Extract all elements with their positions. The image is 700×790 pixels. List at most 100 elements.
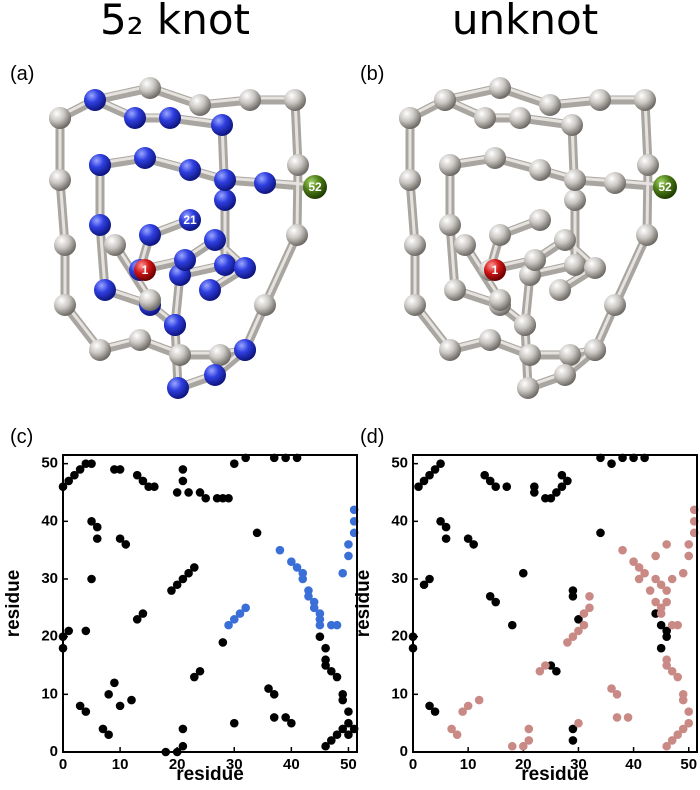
contact-point [640, 568, 649, 578]
contact-point [344, 730, 353, 739]
bead [524, 249, 546, 271]
contact-point [321, 741, 330, 751]
contact-point [127, 695, 136, 705]
lattice: 1 52 [399, 77, 677, 399]
contact-point [530, 488, 539, 497]
contact-point [269, 713, 279, 722]
bead [637, 154, 659, 176]
bead [179, 159, 201, 181]
contact-point [138, 609, 148, 618]
contact-point [563, 476, 572, 486]
contact-point [304, 591, 313, 601]
bead [564, 254, 586, 276]
contact-point [184, 568, 193, 578]
contact-point [344, 551, 353, 561]
y-tick-label: 30 [41, 570, 58, 587]
contact-point [298, 574, 308, 584]
y-tick-label: 20 [41, 628, 58, 645]
contact-point [138, 476, 148, 486]
bead-first [484, 259, 506, 281]
contact-point [673, 730, 682, 739]
contact-point [190, 672, 199, 682]
contact-point [474, 695, 484, 705]
bead [549, 279, 571, 301]
contact-point [552, 666, 561, 676]
bond-highlight [409, 84, 650, 349]
bead [399, 107, 421, 129]
bead [159, 107, 181, 129]
x-tick-label: 10 [460, 756, 477, 773]
bead [129, 329, 151, 351]
contact-point [414, 482, 423, 492]
contact-point [430, 707, 440, 716]
contact-point [684, 718, 694, 728]
contact-point [338, 724, 348, 734]
bead [564, 189, 586, 211]
bead [139, 77, 161, 99]
bead [439, 339, 461, 361]
contact-point [229, 615, 239, 624]
x-tick-label: 30 [570, 756, 587, 773]
bead [604, 172, 626, 194]
bead [94, 279, 116, 301]
contact-point [92, 522, 102, 532]
contact-point [535, 666, 545, 676]
contact-point [81, 626, 91, 636]
contact-point [115, 534, 125, 543]
bead [399, 169, 421, 191]
bead [124, 107, 146, 129]
bead [254, 294, 276, 316]
contact-point [585, 603, 594, 613]
bead [529, 159, 551, 181]
bead [84, 89, 106, 111]
bead [204, 229, 226, 251]
contact-point [651, 551, 660, 561]
x-tick-label: 40 [625, 756, 642, 773]
contact-point [518, 741, 528, 751]
y-tick-label: 40 [41, 512, 58, 529]
plot-frame [62, 454, 358, 753]
contact-point [338, 568, 348, 578]
bead [539, 94, 561, 116]
contact-point [332, 730, 342, 739]
x-tick-label: 10 [112, 756, 129, 773]
contact-point [662, 626, 671, 636]
contact-point [321, 655, 330, 665]
contact-point [678, 568, 688, 578]
contact-point [458, 707, 467, 716]
bead [439, 154, 461, 176]
bead [209, 344, 231, 366]
panel-label: (c) [10, 426, 33, 448]
contact-point [332, 672, 342, 682]
bead [509, 107, 531, 129]
bead [189, 94, 211, 116]
bead [134, 147, 156, 169]
contact-point [64, 626, 74, 636]
contact-point [425, 574, 434, 584]
y-tick-label: 30 [391, 570, 408, 587]
bead [214, 254, 236, 276]
contact-point [178, 741, 188, 751]
contact-point [557, 470, 567, 480]
x-tick-label: 0 [409, 756, 417, 773]
contact-point [518, 568, 528, 578]
contact-point [684, 551, 694, 561]
bead [404, 294, 426, 316]
contact-point [338, 690, 348, 699]
y-tick-label: 10 [41, 685, 58, 702]
contact-point [332, 620, 342, 630]
contact-point [87, 459, 96, 468]
x-tick-label: 50 [340, 756, 357, 773]
contact-point [667, 574, 677, 584]
bead [89, 154, 111, 176]
contact-point [485, 591, 495, 601]
bead [49, 107, 71, 129]
contact-point [552, 488, 561, 497]
contact-point [218, 638, 228, 647]
bead [214, 169, 236, 191]
contact-point [656, 643, 666, 653]
contact-point [579, 609, 589, 618]
contact-point [579, 620, 589, 630]
contact-point [574, 626, 583, 636]
